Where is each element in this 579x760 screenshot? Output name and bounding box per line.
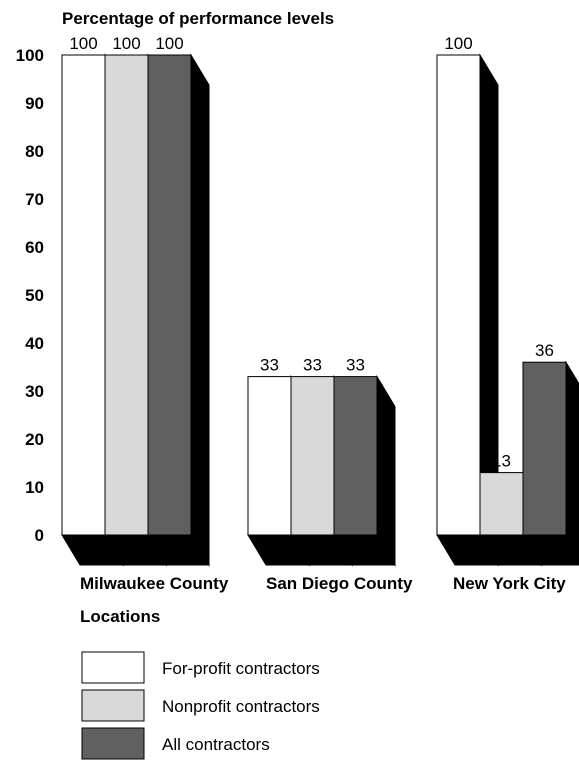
legend-label: All contractors <box>162 735 270 754</box>
legend-label: For-profit contractors <box>162 659 320 678</box>
data-label: 100 <box>444 34 472 53</box>
bar <box>522 361 567 536</box>
category-label: San Diego County <box>266 574 413 593</box>
category-label: Milwaukee County <box>80 574 229 593</box>
data-labels: 100 100 100 33 33 33 100 13 36 <box>69 34 554 471</box>
category-labels: Milwaukee County San Diego County New York… <box>80 574 566 593</box>
data-label: 13 <box>492 452 511 471</box>
bar <box>333 376 378 536</box>
y-tick-label: 0 <box>35 526 44 545</box>
bar <box>436 54 481 536</box>
data-label: 100 <box>155 34 183 53</box>
bar-floors <box>61 534 579 566</box>
y-tick-label: 20 <box>25 430 44 449</box>
data-label: 33 <box>260 356 279 375</box>
y-tick-label: 40 <box>25 334 44 353</box>
legend-swatch <box>81 651 145 684</box>
x-axis-title: Locations <box>80 607 160 626</box>
y-tick-label: 30 <box>25 382 44 401</box>
y-tick-label: 90 <box>25 94 44 113</box>
bar-floor <box>436 534 579 566</box>
y-tick-label: 100 <box>16 46 44 65</box>
bar <box>104 54 149 536</box>
legend-label: Nonprofit contractors <box>162 697 320 716</box>
bar <box>147 54 192 536</box>
data-label: 100 <box>112 34 140 53</box>
bar <box>61 54 106 536</box>
category-label: New York City <box>453 574 566 593</box>
legend-swatch <box>81 689 145 722</box>
bar <box>479 472 524 536</box>
bar <box>247 376 292 536</box>
bars <box>61 53 579 567</box>
y-tick-label: 60 <box>25 238 44 257</box>
data-label: 36 <box>535 341 554 360</box>
data-label: 100 <box>69 34 97 53</box>
bar-side <box>376 374 396 567</box>
y-tick-label: 50 <box>25 286 44 305</box>
bar-side <box>190 53 210 567</box>
data-label: 33 <box>303 356 322 375</box>
y-tick-label: 80 <box>25 142 44 161</box>
legend: For-profit contractors Nonprofit contract… <box>81 651 320 760</box>
bar-side <box>565 360 579 558</box>
y-tick-label: 70 <box>25 190 44 209</box>
y-axis-title: Percentage of performance levels <box>62 9 334 28</box>
data-label: 33 <box>346 356 365 375</box>
bar-floor <box>61 534 210 566</box>
legend-swatch <box>81 727 145 760</box>
y-tick-label: 10 <box>25 478 44 497</box>
bar-floor <box>247 534 396 566</box>
bar <box>290 376 335 536</box>
